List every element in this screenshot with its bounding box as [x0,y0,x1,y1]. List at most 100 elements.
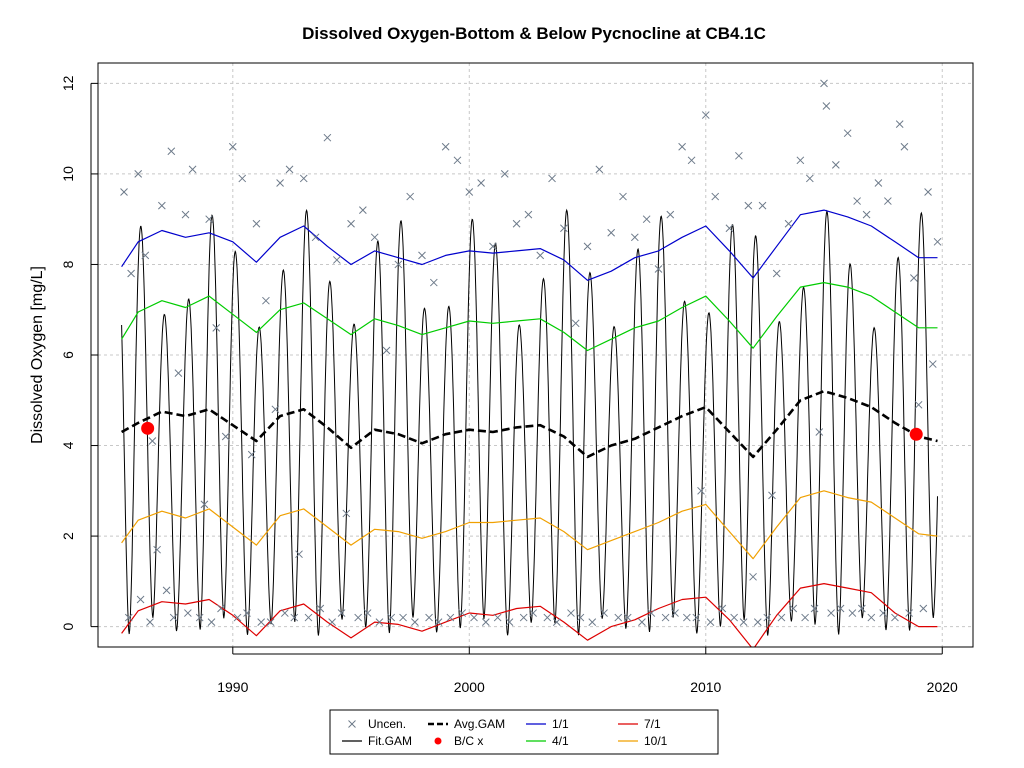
legend-box [329,709,719,755]
uncen-point [701,111,710,119]
legend-label: Fit.GAM [368,734,412,748]
uncen-point [290,613,299,622]
uncen-point [692,613,701,622]
y-tick-label: 2 [60,532,76,540]
uncen-point [134,170,143,178]
y-tick-label: 4 [60,441,76,449]
legend-label: Avg.GAM [454,717,505,731]
uncen-point [638,618,646,626]
y-tick-label: 6 [60,351,76,359]
uncen-point [687,156,696,165]
uncen-point [382,346,391,355]
uncen-point [157,201,166,210]
uncen-point [763,613,772,622]
uncen-point [262,296,270,305]
uncen-point [630,233,639,242]
uncen-point [718,604,727,613]
uncen-point [233,613,242,622]
uncen-point [796,156,805,165]
uncen-point [148,437,157,445]
uncen-point [919,604,928,613]
uncen-point [905,609,914,617]
legend-label: B/C x [454,734,483,748]
uncen-point [167,147,176,156]
uncen-point [914,400,923,409]
uncen-point [857,604,866,613]
uncen-point [758,201,767,210]
legend-label: 7/1 [644,717,661,731]
uncen-point [583,242,592,251]
uncen-point [141,251,150,260]
uncen-point [928,360,937,368]
uncen-point [257,618,266,626]
uncen-point [884,197,892,205]
uncen-point [706,618,715,626]
uncen-point [243,609,251,617]
series-fit-gam [121,208,938,636]
uncen-point [359,206,367,214]
uncen-point [500,170,509,178]
uncen-point [363,609,372,617]
uncen-point [576,613,585,622]
uncen-point [221,432,230,441]
uncen-point [354,613,362,622]
uncen-point [588,618,597,626]
uncen-point [370,233,379,242]
uncen-point [200,500,209,509]
uncen-point [735,151,743,160]
bc-point [141,421,155,435]
uncen-point [174,369,183,377]
uncen-point [749,572,757,581]
uncen-point [295,550,303,559]
uncen-point [465,188,474,196]
uncen-point [836,604,845,613]
series-1-1 [121,209,938,281]
uncen-point [671,609,679,617]
uncen-point [375,618,384,626]
x-tick-label: 1990 [217,679,248,695]
uncen-point [418,251,426,260]
legend-item: 4/1 [526,734,569,748]
series-layer [120,208,938,647]
uncen-point [739,618,748,626]
uncen-point [276,179,284,187]
uncen-point [505,618,514,626]
uncen-point [820,79,828,88]
uncen-point [184,609,192,617]
uncen-point [207,618,216,626]
uncen-point [725,224,734,233]
uncen-point [299,174,308,183]
x-tick-label: 2020 [927,679,958,695]
uncen-point [661,613,670,622]
uncen-point [120,188,128,196]
series-7-1 [121,582,938,647]
uncen-point [910,274,918,282]
legend: Uncen. Fit.GAM Avg.GAM B/C x 1/1 4/1 7/1 10/1 [329,709,719,755]
uncen-point [266,618,275,626]
legend-label: Uncen. [368,717,406,731]
uncen-point [124,613,133,622]
uncen-point [181,210,190,219]
uncen-point [280,609,289,617]
uncen-point [619,192,627,201]
uncen-point [493,613,502,622]
uncen-point [744,201,753,210]
uncen-point [304,613,313,622]
uncen-point [146,618,154,626]
legend-item: Avg.GAM [428,717,505,731]
bc-point [909,427,923,441]
uncen-point [328,618,336,626]
uncen-point [394,260,403,269]
uncen-point [519,613,528,622]
legend-item: 10/1 [618,734,668,748]
uncen-point [900,142,909,151]
points-layer [120,79,942,626]
uncen-point [777,613,786,622]
uncen-point [895,120,904,128]
uncen-point [477,179,485,187]
uncen-point [271,405,280,414]
uncen-point [654,265,663,273]
legend-item: Fit.GAM [342,734,412,748]
uncen-point [666,210,675,219]
uncen-point [347,219,355,228]
